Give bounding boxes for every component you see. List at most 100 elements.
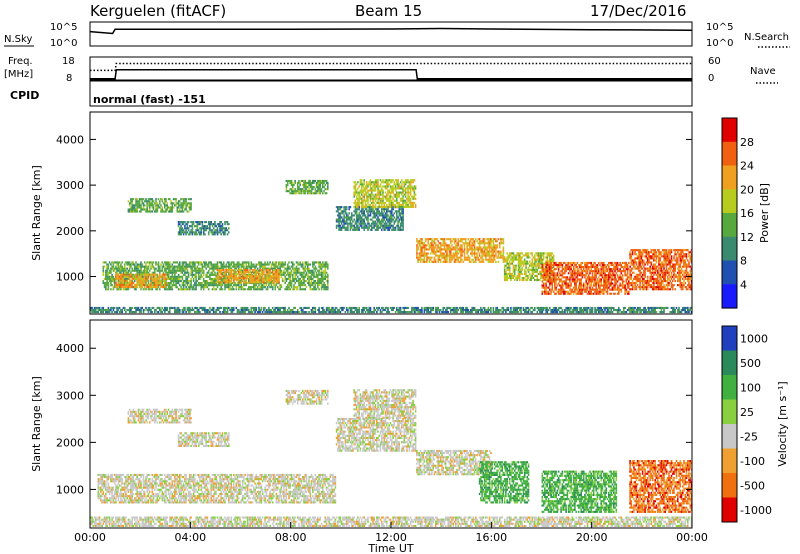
power-cell: [384, 185, 387, 188]
power-cell: [201, 269, 204, 272]
power-cell: [419, 252, 422, 255]
power-cell: [206, 284, 209, 287]
power-cell: [441, 252, 443, 255]
power-cell: [360, 224, 363, 227]
power-cell: [480, 246, 482, 249]
power-cell: [446, 258, 448, 261]
power-cell: [291, 190, 294, 193]
power-cell: [270, 284, 273, 287]
power-cell: [340, 226, 343, 229]
power-cell: [238, 273, 240, 276]
power-cell: [510, 279, 512, 282]
power-cell: [220, 275, 222, 278]
power-cell: [561, 286, 564, 289]
power-cell: [386, 226, 388, 229]
power-cell: [271, 271, 274, 274]
power-cell: [224, 284, 226, 287]
power-cell: [117, 280, 120, 283]
power-cell: [115, 285, 117, 288]
power-cell: [199, 284, 201, 287]
power-cell: [379, 220, 382, 223]
power-cell: [455, 260, 457, 263]
power-cell: [386, 185, 388, 188]
power-cell: [370, 206, 373, 209]
power-cell: [305, 184, 308, 187]
power-cell: [141, 198, 143, 201]
power-cell: [155, 210, 157, 213]
power-cell: [481, 240, 483, 243]
power-cell: [141, 271, 143, 274]
power-cell: [195, 284, 197, 287]
power-cell: [157, 275, 160, 278]
power-cell: [359, 214, 362, 217]
power-cell: [442, 254, 444, 257]
power-cell: [402, 210, 404, 213]
power-cell: [373, 189, 375, 192]
power-cell: [565, 270, 567, 273]
power-cell: [551, 286, 554, 289]
power-cell: [437, 240, 439, 243]
power-cell: [207, 263, 210, 266]
power-cell: [238, 265, 240, 268]
power-cell: [357, 228, 359, 231]
power-cell: [200, 284, 202, 287]
power-cell: [353, 191, 355, 194]
power-cell: [404, 199, 407, 202]
power-cell: [357, 224, 359, 227]
power-cell: [302, 263, 304, 266]
power-cell: [216, 227, 219, 230]
power-cell: [229, 269, 231, 272]
power-cell: [182, 200, 185, 203]
power-cell: [446, 254, 448, 257]
power-cell: [387, 181, 389, 184]
power-cell: [171, 286, 174, 289]
power-cell: [117, 283, 120, 286]
power-cell: [202, 286, 205, 289]
power-cell: [253, 288, 255, 291]
power-cell: [368, 210, 370, 213]
power-cell: [406, 187, 408, 190]
power-cell: [135, 285, 137, 288]
power-cell: [266, 286, 269, 289]
power-cell: [192, 277, 195, 280]
power-cell: [145, 280, 147, 283]
power-cell: [472, 244, 475, 247]
power-cell: [151, 200, 154, 203]
power-cell: [457, 258, 460, 261]
power-cell: [434, 258, 437, 261]
power-cell: [138, 269, 141, 272]
power-cell: [234, 284, 236, 287]
power-cell: [348, 212, 350, 215]
power-cell: [175, 265, 177, 268]
power-cell: [363, 183, 365, 186]
power-cell: [376, 195, 378, 198]
power-cell: [165, 204, 167, 207]
power-cell: [434, 254, 437, 257]
power-cell: [155, 285, 157, 288]
power-cell: [324, 284, 327, 287]
power-cell: [164, 210, 166, 213]
power-cell: [136, 269, 138, 272]
cpid-panel: CPID normal (fast) -151: [10, 80, 693, 107]
power-cell: [431, 246, 433, 249]
power-cell: [394, 195, 397, 198]
power-cell: [207, 284, 210, 287]
power-cell: [383, 214, 386, 217]
power-cell: [246, 269, 249, 272]
power-cell: [399, 216, 402, 219]
power-cell: [452, 252, 455, 255]
power-cell: [276, 269, 279, 272]
power-cell: [222, 282, 225, 285]
power-cell: [545, 288, 547, 291]
power-cell: [482, 258, 485, 261]
power-cell: [362, 195, 364, 198]
power-cell: [228, 263, 230, 266]
power-cell: [376, 226, 378, 229]
power-cell: [126, 263, 128, 266]
power-cell: [498, 244, 501, 247]
power-cell: [348, 218, 350, 221]
power-cell: [374, 189, 377, 192]
power-cell: [456, 244, 458, 247]
power-cell: [161, 200, 164, 203]
power-cell: [135, 265, 137, 268]
